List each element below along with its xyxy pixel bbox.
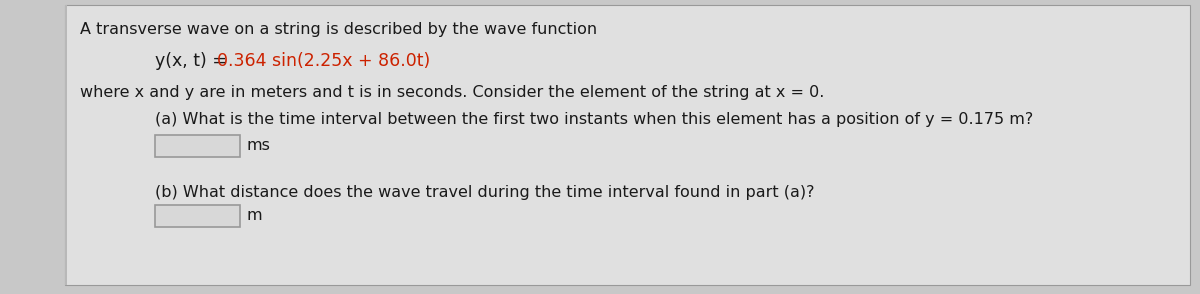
Text: 0.364 sin(2.25x + 86.0t): 0.364 sin(2.25x + 86.0t) (217, 52, 431, 70)
FancyBboxPatch shape (155, 205, 240, 227)
FancyBboxPatch shape (155, 135, 240, 157)
Text: (a) What is the time interval between the first two instants when this element h: (a) What is the time interval between th… (155, 112, 1033, 127)
Text: ms: ms (247, 138, 271, 153)
Polygon shape (65, 5, 1190, 285)
Text: m: m (247, 208, 263, 223)
Text: where x and y are in meters and t is in seconds. Consider the element of the str: where x and y are in meters and t is in … (80, 85, 824, 100)
Text: (b) What distance does the wave travel during the time interval found in part (a: (b) What distance does the wave travel d… (155, 185, 815, 200)
Text: A transverse wave on a string is described by the wave function: A transverse wave on a string is describ… (80, 22, 598, 37)
Text: y(x, t) =: y(x, t) = (155, 52, 233, 70)
Polygon shape (65, 5, 67, 285)
